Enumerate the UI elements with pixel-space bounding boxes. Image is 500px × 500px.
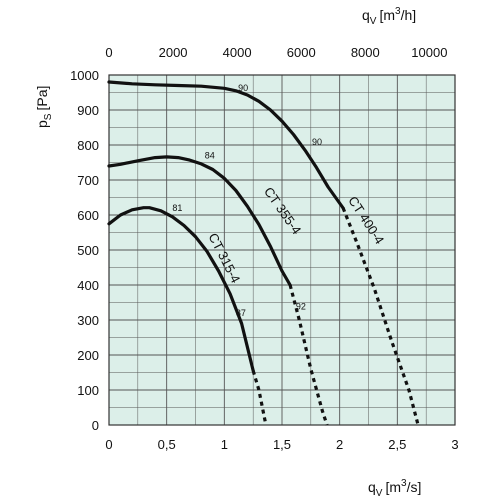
grid: [108, 74, 456, 426]
curve-ct-315-4-dashed: [251, 370, 268, 426]
x-top-axis-title: qV [m3/h]: [362, 6, 416, 27]
y-tick-label: 200: [77, 348, 99, 363]
efficiency-label: 87: [236, 308, 246, 318]
x-tick-label: 1,5: [273, 437, 291, 452]
x-top-tick-label: 6000: [287, 45, 316, 60]
x-tick-label: 2,5: [388, 437, 406, 452]
y-tick-label: 400: [77, 278, 99, 293]
y-tick-label: 500: [77, 243, 99, 258]
x-top-tick-label: 10000: [411, 45, 447, 60]
x-top-tick-label: 0: [105, 45, 112, 60]
x-tick-label: 0,5: [158, 437, 176, 452]
y-tick-label: 600: [77, 208, 99, 223]
efficiency-label: 92: [296, 302, 306, 312]
curve-ct-400-4-solid: [107, 80, 345, 210]
y-tick-label: 100: [77, 383, 99, 398]
performance-curves: [107, 80, 420, 426]
y-tick-label: 0: [92, 418, 99, 433]
x-tick-label: 0: [105, 437, 112, 452]
x-tick-label: 2: [336, 437, 343, 452]
y-tick-label: 700: [77, 173, 99, 188]
y-axis-title: pS[Pa]: [34, 86, 54, 128]
efficiency-labels: 81 87 84 92 90 90: [172, 83, 322, 318]
plot-frame: [108, 74, 456, 426]
x-tick-labels: 0 0,5 1 1,5 2 2,5 3: [105, 437, 458, 452]
y-tick-label: 1000: [70, 68, 99, 83]
curve-ct-400-4-dashed: [341, 207, 420, 426]
y-tick-labels: 0 100 200 300 400 500 600 700 800 900 1000: [70, 68, 99, 433]
x-axis-title: qV [m3/s]: [368, 478, 421, 499]
x-top-tick-label: 4000: [223, 45, 252, 60]
curve-ct-315-4-solid: [107, 206, 255, 373]
y-tick-label: 300: [77, 313, 99, 328]
x-tick-label: 3: [451, 437, 458, 452]
x-top-tick-labels: 0 2000 4000 6000 8000 10000: [105, 45, 447, 60]
y-tick-label: 900: [77, 103, 99, 118]
x-tick-label: 1: [221, 437, 228, 452]
efficiency-label: 90: [312, 137, 322, 147]
x-top-tick-label: 2000: [159, 45, 188, 60]
curve-ct-355-4-dashed: [288, 284, 329, 426]
efficiency-label: 81: [172, 203, 182, 213]
y-tick-label: 800: [77, 138, 99, 153]
efficiency-label: 84: [205, 150, 215, 160]
curve-ct-355-4-solid: [107, 155, 292, 287]
efficiency-label: 90: [238, 83, 248, 93]
x-top-tick-label: 8000: [351, 45, 380, 60]
